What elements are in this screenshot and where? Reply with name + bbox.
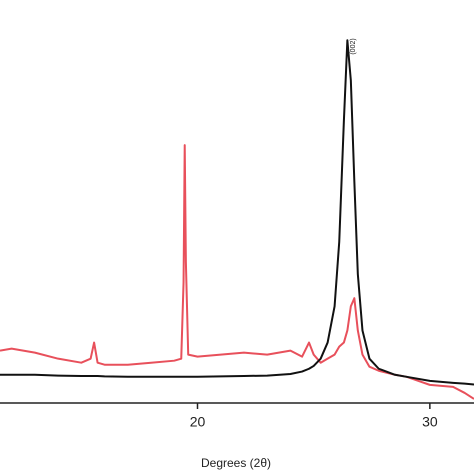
x-tick-label: 20 xyxy=(190,414,206,430)
peak-annotation: (002) xyxy=(350,38,357,54)
x-axis-label: Degrees (2θ) xyxy=(201,456,271,470)
series-line xyxy=(0,39,474,386)
series-line xyxy=(0,144,474,400)
x-tick-label: 30 xyxy=(422,414,438,430)
